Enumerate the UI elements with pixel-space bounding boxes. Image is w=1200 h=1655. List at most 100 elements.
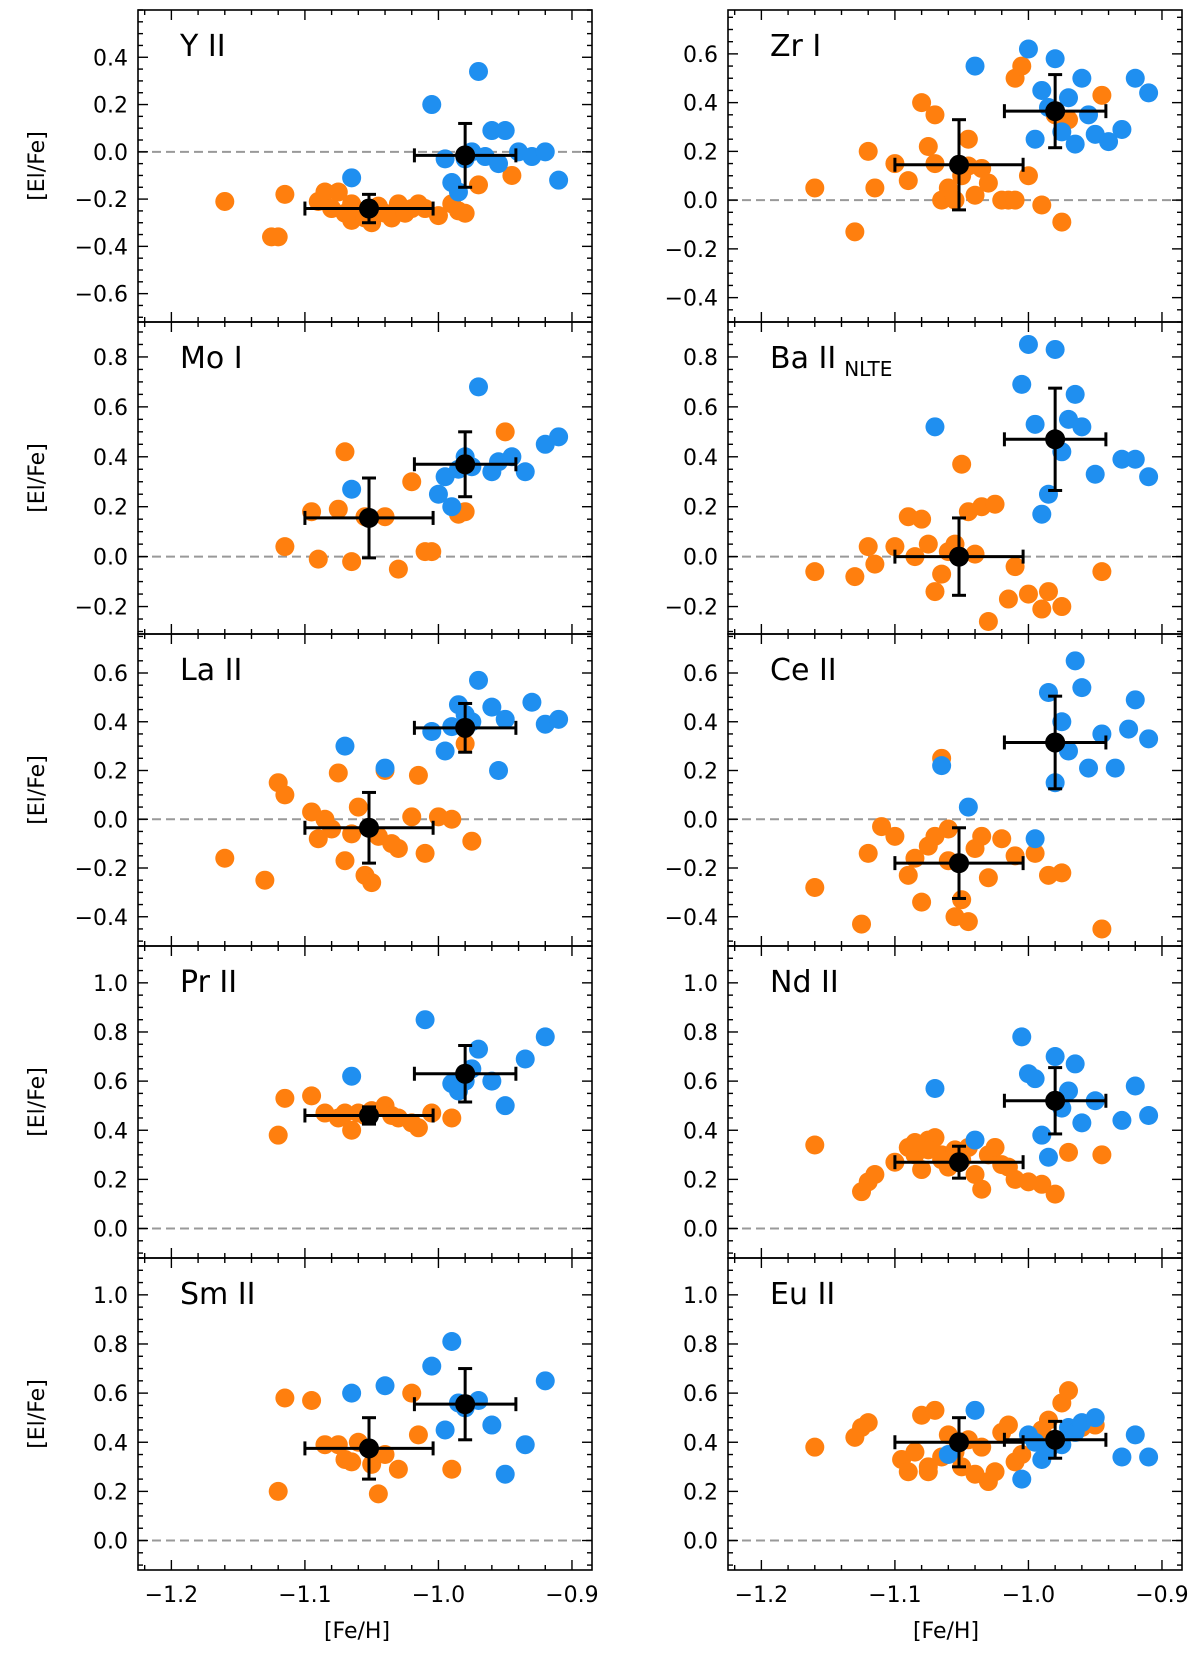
panel-10-orange-point [985,1462,1005,1482]
panel-9-orange-point [388,1459,408,1479]
panel-7-blue-point [415,1010,435,1030]
panel-6-orange-point [938,819,958,839]
panel-4-orange-point [1038,582,1058,602]
panel-9-orange-point [268,1481,288,1501]
panel-2-blue-point [1059,88,1078,108]
panel-1-y-ticks [138,9,592,318]
panel-6-blue-point [1052,712,1072,732]
panel-4-ytick-label: −0.2 [665,596,718,621]
panel-9-frame [137,1257,593,1571]
panel-2-orange-point [1052,212,1072,232]
panel-3-blue-point [549,427,569,447]
panel-6-blue-point [1119,719,1139,739]
panel-5-orange-point [402,807,422,827]
panel-4-orange-point [865,554,885,574]
panel-5-mean-point [455,717,476,738]
panel-8-blue-point [925,1078,945,1098]
panel-6-ytick-label: 0.4 [683,711,718,736]
panel-4-orange-point [918,534,938,554]
panel-6-ytick-label: 0.6 [683,662,718,687]
panel-6-blue-point [1079,758,1099,778]
panel-9-points [268,1332,555,1504]
panel-3-blue-point [428,484,448,504]
panel-10: 0.0 0.2 0.4 0.6 0.8 1.0 −1.2 −1.1 −1.0 −0.9 Eu II [683,1257,1189,1608]
panel-1-mean-point [455,145,476,166]
panel-3-orange-point [308,549,328,569]
panel-5-orange-point [328,763,348,783]
panel-5-y-ticks [138,635,592,942]
panel-8-blue-point [1045,1047,1065,1067]
panel-10-y-ticks [728,1257,1182,1566]
panel-5-orange-point [348,797,368,817]
panel-2-ytick-label: 0.0 [683,189,718,214]
panel-5-ytick-label: 0.0 [93,808,128,833]
panel-3-orange-point [335,442,355,462]
panel-10-blue-point [1125,1425,1145,1445]
panel-9-blue-point [535,1371,555,1391]
panel-6-blue-point [1105,758,1125,778]
panel-8-orange-point [972,1179,992,1199]
panel-4-blue-point [925,417,945,437]
panel-4-orange-point [1052,597,1072,617]
panel-7-x-ticks [143,946,573,1258]
panel-2-blue-point [1125,68,1145,88]
panel-4-orange-point [925,582,945,602]
panel-3-ytick-label: −0.2 [75,596,128,621]
panel-5-blue-point [422,722,442,741]
panel-2-orange-point [965,185,985,205]
panel-7-ytick-label: 0.2 [93,1168,128,1193]
panel-6-mean-point [1045,732,1066,753]
panel-6-orange-point [872,817,892,837]
panel-3: −0.2 0.0 0.2 0.4 0.6 0.8 [El/Fe] Mo I [25,321,593,635]
panel-8-blue-point [965,1130,985,1150]
panel-9-orange-point [408,1425,428,1445]
panel-6-orange-point [858,843,878,863]
panel-6-orange-point [912,892,932,912]
panel-5-orange-point [462,831,482,851]
panel-9-orange-point [368,1484,388,1504]
panel-3-orange-point [275,537,295,557]
panel-1-blue-point [489,154,509,174]
panel-2-blue-point [1032,80,1052,100]
panel-2-title: Zr I [770,29,821,64]
panel-3-mean-point [359,507,380,528]
panel-10-orange-point [972,1437,992,1457]
panel-1-orange-point [469,175,488,195]
panel-9-blue-point [342,1383,362,1403]
panel-9-blue-point [442,1332,462,1352]
panel-3-ytick-label: 0.8 [93,346,128,371]
panel-9-xtick-label: −1.0 [412,1583,465,1608]
panel-9-mean-point [359,1438,380,1459]
panel-1-orange-point [502,165,522,185]
panel-1-blue-point [422,95,442,115]
panel-10-ytick-label: 0.8 [683,1333,718,1358]
panel-8: 0.0 0.2 0.4 0.6 0.8 1.0 Nd II [683,945,1183,1259]
panel-4-title: Ba II [770,341,836,376]
panel-6-blue-point [1072,678,1092,698]
panel-9-y-ticks [138,1257,592,1566]
panel-2-orange-point [925,105,945,125]
panel-5-orange-point [362,873,382,893]
panel-5-blue-point [495,709,515,729]
panel-9-title: Sm II [180,1277,256,1312]
x-axis-label-right: [Fe/H] [913,1619,979,1644]
panel-4-blue-point [1025,414,1045,434]
panel-8-mean-point [949,1152,970,1173]
panel-5-blue-point [435,741,455,761]
panel-4-orange-point [952,454,972,474]
panel-2-mean-point [949,154,970,175]
panel-5-orange-point [415,843,435,863]
panel-3-blue-point [342,479,362,499]
panel-4-mean-point [1045,429,1066,450]
panel-4-ytick-label: 0.2 [683,496,718,521]
panel-5-blue-point [482,697,502,717]
panel-7-orange-point [275,1088,295,1108]
panel-3-blue-point [469,377,488,397]
panel-8-orange-point [805,1135,825,1155]
panel-8-blue-point [1112,1110,1132,1130]
panel-10-blue-point [965,1400,985,1420]
panel-1-y-axis-label: [El/Fe] [25,131,50,201]
panel-1-mean-point [359,198,380,219]
panel-7-ytick-label: 0.6 [93,1070,128,1095]
